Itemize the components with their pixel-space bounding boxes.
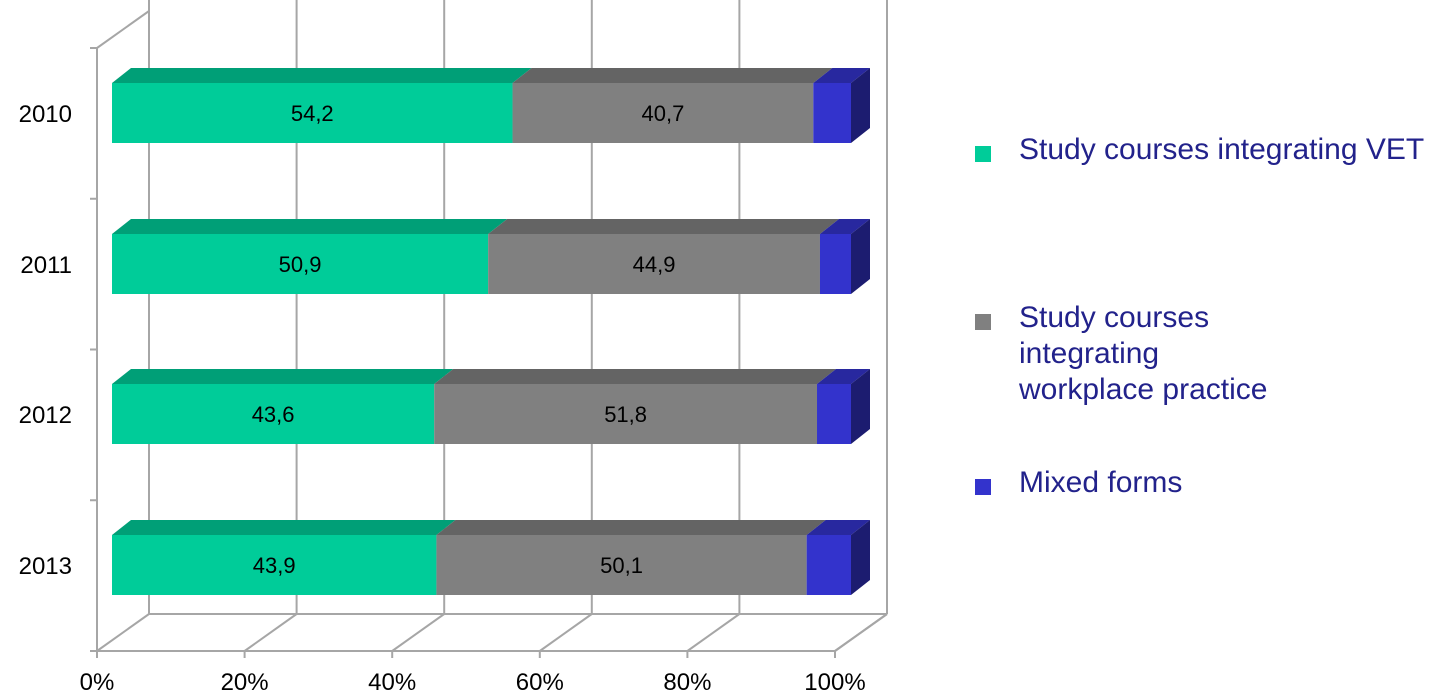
bar-segment [817,384,851,444]
bar-segment [434,384,818,444]
data-label: 40,7 [642,101,685,126]
stacked-bar-chart: 54,2 40,7 50,9 44,9 43,6 51,8 43,9 50,1 0% 20% 40… [19,0,888,696]
y-tick-label: 2011 [20,252,72,279]
bar-segment [813,83,851,143]
bar-top-face [817,369,870,384]
bar-top-face [819,219,870,234]
bar-side-face [851,520,870,595]
y-tick-label: 2012 [19,402,72,429]
legend-label: Mixed forms [1019,466,1183,499]
bar-top-face [112,219,508,234]
bar-top-face [434,369,837,384]
bar-top-face [806,520,870,535]
legend-label: Study courses integrating workplace prac… [1019,301,1268,406]
legend-swatch [975,314,991,330]
bar-side-face [851,219,870,294]
x-tick-label: 0% [80,669,115,696]
data-label: 44,9 [633,252,676,277]
y-tick-label: 2010 [19,101,72,128]
x-tick-label: 20% [221,669,269,696]
bar-group-2013: 43,9 50,1 [112,520,870,595]
bar-segment [806,535,851,595]
x-tick-label: 40% [368,669,416,696]
x-tick-label: 60% [516,669,564,696]
bars: 54,2 40,7 50,9 44,9 43,6 51,8 43,9 50,1 [112,68,870,595]
data-label: 51,8 [604,402,647,427]
data-label: 43,6 [252,402,295,427]
bar-side-face [851,68,870,143]
bar-segment [112,83,513,143]
x-tick-labels: 0% 20% 40% 60% 80% 100% [80,669,866,696]
x-tick-label: 80% [663,669,711,696]
axes [90,47,836,658]
data-label: 54,2 [291,101,334,126]
bar-top-face [813,68,870,83]
y-tick-labels: 2010 2011 2012 2013 [19,101,72,580]
bar-group-2010: 54,2 40,7 [112,68,870,143]
data-label: 50,9 [279,252,322,277]
bar-top-face [436,520,826,535]
y-tick-label: 2013 [19,553,72,580]
floor-gridline [686,613,740,652]
bar-segment [112,234,489,294]
bar-group-2012: 43,6 51,8 [112,369,870,444]
legend-swatch [975,146,991,162]
floor-gridline [391,613,445,652]
floor-gridline [96,613,150,652]
bar-top-face [512,68,833,83]
bar-segment [512,83,814,143]
bar-top-face [112,369,454,384]
bar-segment [436,535,807,595]
bar-segment [112,535,437,595]
bar-top-face [112,68,532,83]
bar-segment [488,234,820,294]
bar-side-face [851,369,870,444]
legend-swatch [975,479,991,495]
floor-gridline [539,613,593,652]
bar-group-2011: 50,9 44,9 [112,219,870,294]
data-label: 43,9 [253,553,296,578]
data-label: 50,1 [600,553,643,578]
bar-segment [112,384,435,444]
bar-segment [819,234,851,294]
x-tick-label: 100% [804,669,865,696]
legend: Study courses integrating VET Study cour… [975,0,1445,697]
legend-label: Study courses integrating VET [1019,133,1425,166]
bar-top-face [488,219,839,234]
floor-gridline [244,613,298,652]
wall-edge-top-left [96,10,150,49]
floor-gridline [834,613,888,652]
bar-top-face [112,520,456,535]
